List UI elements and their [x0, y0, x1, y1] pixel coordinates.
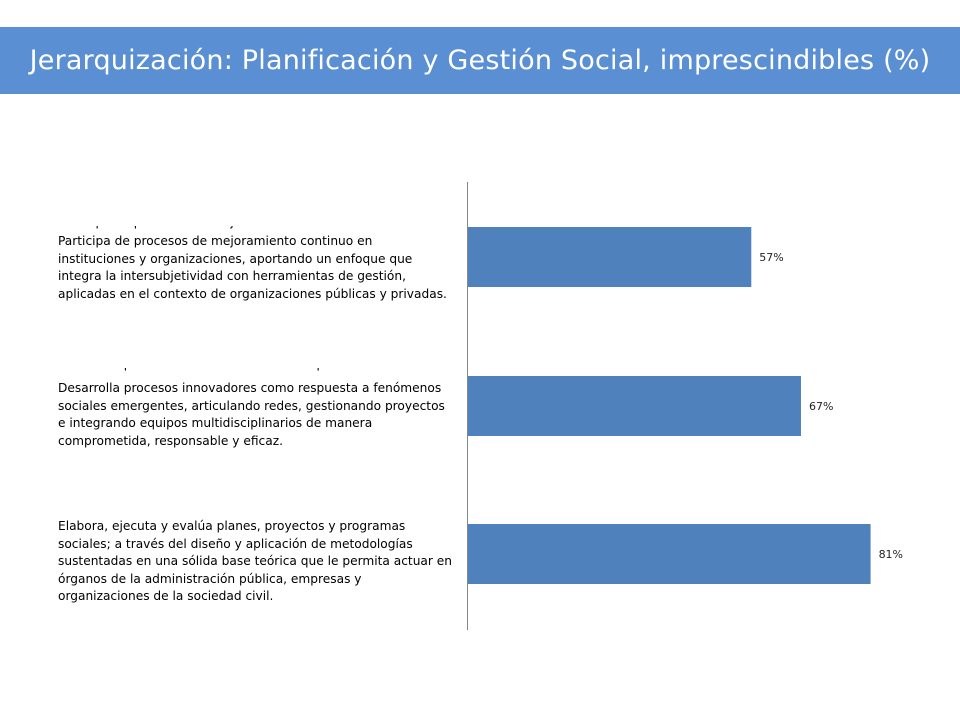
- data-label-1: 57%: [759, 251, 783, 264]
- category-label-2: Desarrolla procesos innovadores como res…: [58, 380, 453, 450]
- category-label-3-text: Elabora, ejecuta y evalúa planes, proyec…: [58, 519, 452, 603]
- bar-2: [468, 376, 801, 436]
- bars-layer: 57% 67% 81%: [468, 227, 903, 584]
- bar-1: [468, 227, 752, 287]
- category-label-1-text: Participa de procesos de mejoramiento co…: [58, 234, 447, 301]
- category-label-2-text: Desarrolla procesos innovadores como res…: [58, 381, 445, 448]
- category-label-3: Elabora, ejecuta y evalúa planes, proyec…: [58, 518, 453, 606]
- ghost-text-1: Participa de procesos de mejoramiento co…: [58, 226, 453, 231]
- data-label-3: 81%: [879, 548, 903, 561]
- data-label-2: 67%: [809, 400, 833, 413]
- page-title: Jerarquización: Planificación y Gestión …: [29, 45, 931, 76]
- category-label-1: Participa de procesos de mejoramiento co…: [58, 233, 453, 303]
- bar-3: [468, 524, 871, 584]
- title-bar: Jerarquización: Planificación y Gestión …: [0, 27, 960, 94]
- ghost-text-2: Desarrolla procesos innovadores como res…: [58, 368, 453, 373]
